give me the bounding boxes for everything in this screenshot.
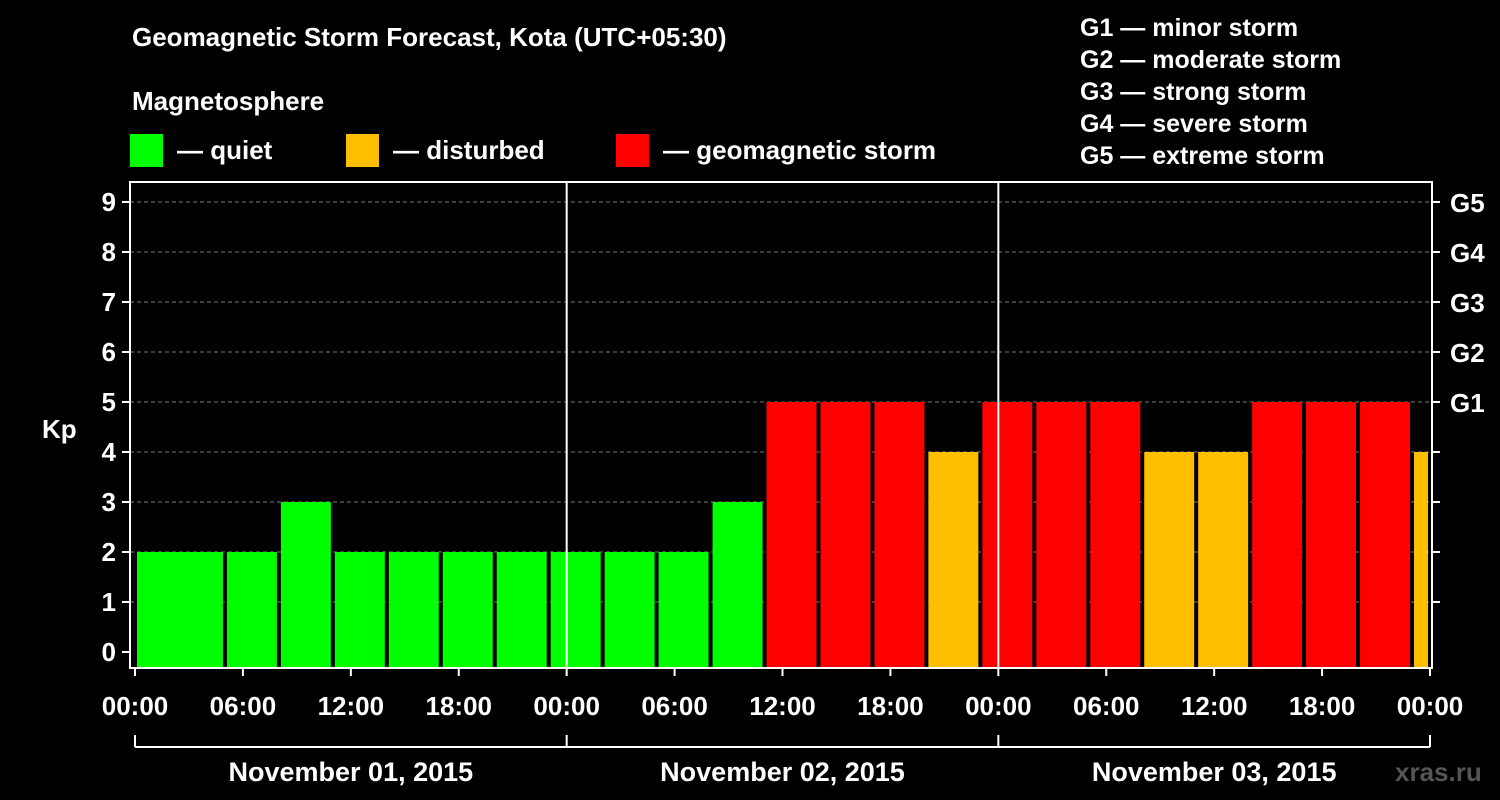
kp-bar	[1360, 402, 1411, 668]
kp-bar	[1198, 452, 1249, 668]
g-scale-tick-label: G5	[1450, 188, 1485, 218]
y-tick-label: 0	[102, 637, 116, 667]
watermark: xras.ru	[1395, 757, 1482, 787]
y-tick-label: 3	[102, 487, 116, 517]
legend-swatch-disturbed	[346, 133, 379, 167]
day-label: November 02, 2015	[660, 757, 905, 787]
x-tick-label: 12:00	[749, 691, 816, 721]
legend-label-storm: — geomagnetic storm	[663, 134, 937, 165]
g-scale-legend-g4: G4 — severe storm	[1080, 110, 1308, 138]
g-scale-legend-g3: G3 — strong storm	[1080, 78, 1307, 106]
kp-bar	[280, 502, 331, 668]
legend-swatch-quiet	[130, 133, 163, 167]
kp-bar	[712, 502, 763, 668]
kp-bar	[1090, 402, 1141, 668]
kp-bar	[766, 402, 817, 668]
legend-item-disturbed: — disturbed	[346, 133, 545, 167]
y-tick-label: 9	[102, 187, 116, 217]
legend-label-quiet: — quiet	[177, 134, 273, 165]
g-scale-tick-label: G1	[1450, 388, 1485, 418]
y-tick-label: 1	[102, 587, 116, 617]
g-scale-tick-label: G3	[1450, 288, 1485, 318]
kp-bar	[604, 552, 655, 668]
g-scale-legend-g5: G5 — extreme storm	[1080, 142, 1325, 170]
kp-bar	[820, 402, 871, 668]
x-tick-label: 06:00	[210, 691, 277, 721]
magnetosphere-label: Magnetosphere	[132, 86, 325, 116]
y-tick-label: 2	[102, 537, 116, 567]
kp-bar	[658, 552, 709, 668]
kp-bar	[1252, 402, 1303, 668]
legend-item-storm: — geomagnetic storm	[616, 133, 936, 167]
x-tick-label: 12:00	[1181, 691, 1248, 721]
kp-bar	[982, 402, 1033, 668]
x-tick-label: 00:00	[1397, 691, 1464, 721]
x-tick-label: 18:00	[1289, 691, 1356, 721]
x-tick-label: 00:00	[102, 691, 169, 721]
g-scale-legend-g1: G1 — minor storm	[1080, 14, 1299, 42]
kp-bar	[334, 552, 385, 668]
kp-bar	[496, 552, 547, 668]
y-tick-label: 5	[102, 387, 116, 417]
plot-frame	[129, 181, 1433, 669]
y-tick-label: 4	[102, 437, 117, 467]
kp-bar	[550, 552, 601, 668]
kp-bar	[1036, 402, 1087, 668]
g-scale-legend-g2: G2 — moderate storm	[1080, 46, 1342, 74]
kp-bar	[1306, 402, 1357, 668]
kp-bar	[442, 552, 493, 668]
x-tick-label: 00:00	[533, 691, 600, 721]
y-tick-label: 8	[102, 237, 116, 267]
legend-item-quiet: — quiet	[130, 133, 272, 167]
kp-bar	[928, 452, 979, 668]
legend-label-disturbed: — disturbed	[393, 134, 545, 165]
x-tick-label: 06:00	[641, 691, 708, 721]
g-scale-legend: G1 — minor storm G2 — moderate storm G3 …	[1080, 12, 1341, 172]
y-axis-label: Kp	[42, 414, 77, 444]
x-tick-label: 00:00	[965, 691, 1032, 721]
g-scale-tick-label: G4	[1450, 238, 1485, 268]
y-tick-label: 7	[102, 287, 116, 317]
y-tick-label: 6	[102, 337, 116, 367]
kp-bar	[172, 552, 223, 668]
chart-title: Geomagnetic Storm Forecast, Kota (UTC+05…	[132, 22, 727, 52]
kp-bar	[1144, 452, 1195, 668]
g-scale-tick-label: G2	[1450, 338, 1485, 368]
kp-bar	[226, 552, 277, 668]
x-tick-label: 18:00	[857, 691, 924, 721]
x-tick-label: 12:00	[318, 691, 385, 721]
kp-bar	[388, 552, 439, 668]
kp-bar	[1414, 452, 1428, 668]
day-label: November 03, 2015	[1092, 757, 1337, 787]
day-label: November 01, 2015	[229, 757, 474, 787]
x-tick-label: 18:00	[426, 691, 493, 721]
kp-bar	[874, 402, 925, 668]
x-tick-label: 06:00	[1073, 691, 1140, 721]
legend-swatch-storm	[616, 133, 649, 167]
